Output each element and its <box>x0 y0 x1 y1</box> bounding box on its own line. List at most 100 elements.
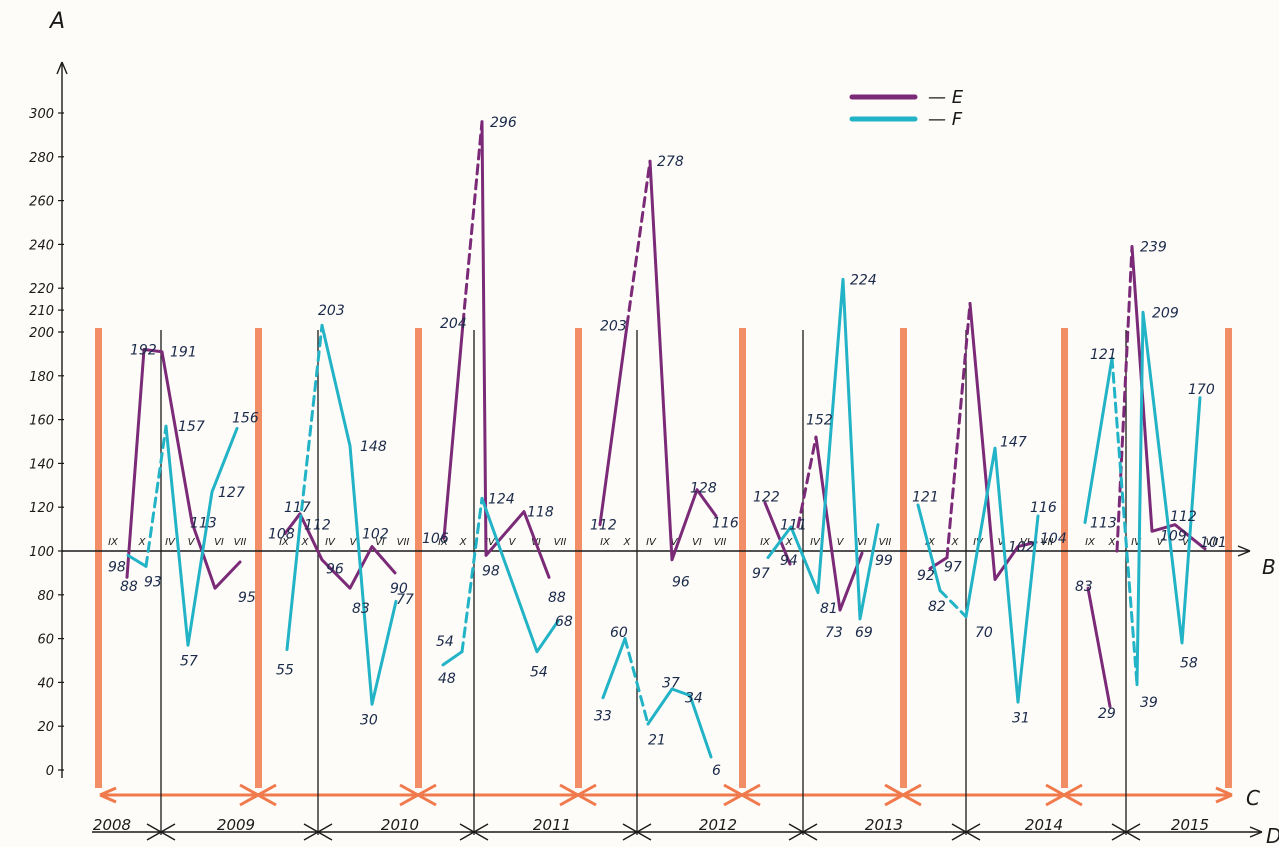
data-label-F: 37 <box>662 675 680 691</box>
data-label-E: 112 <box>1170 509 1197 525</box>
data-label-F: 124 <box>488 491 515 507</box>
data-label-F: 54 <box>530 664 548 680</box>
year-label: 2008 <box>93 816 131 834</box>
y-tick-label: 300 <box>29 107 54 122</box>
data-label-F: 70 <box>975 625 993 641</box>
c-axis-letter: C <box>1246 786 1260 810</box>
y-tick-label: 220 <box>29 282 54 297</box>
month-label: VI <box>375 537 385 548</box>
series-E-dashed-segment <box>945 302 972 560</box>
c-axis-arrows <box>99 786 1233 804</box>
d-axis-cross <box>459 823 489 841</box>
month-label: V <box>1157 537 1165 548</box>
season-band <box>739 328 746 788</box>
data-label-E: 113 <box>1090 516 1117 532</box>
data-label-E: 83 <box>352 601 370 617</box>
data-label-F: 77 <box>396 592 414 608</box>
c-axis-cross <box>723 783 761 807</box>
c-axis-cross <box>884 783 922 807</box>
y-tick-label: 260 <box>29 195 54 210</box>
series-E-segment <box>480 120 551 579</box>
series-F-segment <box>916 503 942 592</box>
season-band <box>900 328 907 788</box>
series-F-dashed-segment <box>298 323 324 527</box>
axes-layer: A B CD 0 20 40 60 80 100 120 140 160 180 200 210 220 240… <box>29 9 1279 847</box>
y-tick-label: 240 <box>29 238 54 253</box>
data-label-E: 128 <box>690 480 717 496</box>
data-label-F: 82 <box>928 599 946 615</box>
series-E-dashed-segment <box>796 435 818 529</box>
y-tick-label: 160 <box>29 414 54 429</box>
y-axis-letter: A <box>48 9 65 34</box>
season-band <box>575 328 582 788</box>
legend: — E— F <box>849 87 964 130</box>
data-label-F: 31 <box>1012 710 1030 726</box>
month-label: X <box>459 537 468 548</box>
data-label-F: 156 <box>232 410 259 426</box>
year-label: 2010 <box>381 816 419 834</box>
month-label: VI <box>214 537 224 548</box>
series-F-segment <box>1135 310 1202 687</box>
month-label: VI <box>692 537 702 548</box>
y-tick-label: 100 <box>29 545 54 560</box>
season-band <box>95 328 102 788</box>
year-label: 2014 <box>1025 816 1063 834</box>
y-tick-label: 180 <box>29 370 54 385</box>
series-F-dashed-segment <box>144 424 168 568</box>
d-axis-cross <box>1111 823 1141 841</box>
data-label-E: 111 <box>780 518 807 534</box>
data-label-F: 209 <box>1152 305 1179 321</box>
d-axis-cross <box>303 823 333 841</box>
season-band <box>415 328 422 788</box>
month-label: VII <box>234 537 247 548</box>
month-label: IX <box>1085 537 1096 548</box>
c-axis-cross <box>559 783 597 807</box>
data-label-E: 99 <box>875 553 893 569</box>
data-label-E: 83 <box>1075 579 1093 595</box>
year-label: 2015 <box>1171 816 1209 834</box>
data-label-E: 113 <box>190 516 217 532</box>
series-E-segment <box>598 323 629 527</box>
month-label: IV <box>485 537 496 548</box>
month-label: VI <box>857 537 867 548</box>
month-label: VI <box>1182 537 1192 548</box>
month-label: X <box>951 537 960 548</box>
series-F-segment <box>285 523 302 651</box>
data-label-F: 81 <box>820 601 838 617</box>
month-label: IX <box>600 537 611 548</box>
series-layer <box>125 120 1207 759</box>
year-label: 2009 <box>217 816 255 834</box>
data-label-E: 117 <box>284 500 311 516</box>
data-label-F: 121 <box>1090 347 1117 363</box>
data-label-F: 127 <box>218 485 245 501</box>
data-label-F: 68 <box>555 614 573 630</box>
season-band <box>1225 328 1232 788</box>
month-label: VII <box>714 537 727 548</box>
series-F-segment <box>320 323 398 706</box>
data-label-E: 95 <box>238 590 256 606</box>
month-label: V <box>188 537 196 548</box>
series-E-segment <box>763 501 792 566</box>
data-label-F: 39 <box>1140 695 1158 711</box>
data-label-E: 204 <box>440 316 467 332</box>
series-F-segment <box>480 496 560 654</box>
d-axis-letter: D <box>1266 824 1279 843</box>
legend-label-E: — E <box>928 87 964 108</box>
month-label: VII <box>397 537 410 548</box>
y-tick-label: 60 <box>37 633 54 648</box>
data-label-F: 93 <box>144 575 162 591</box>
series-F-dashed-segment <box>938 588 968 619</box>
c-axis-cross <box>239 783 277 807</box>
y-tick-label: 120 <box>29 501 54 516</box>
data-label-F: 148 <box>360 439 387 455</box>
data-label-F: 34 <box>685 691 703 707</box>
y-tick-label: 280 <box>29 151 54 166</box>
series-E-segment <box>814 435 864 612</box>
series-F-dashed-segment <box>460 496 484 654</box>
y-tick-label: 210 <box>29 304 54 319</box>
y-tick-label: 80 <box>37 589 54 604</box>
month-label: IV <box>810 537 821 548</box>
series-E-segment <box>283 512 397 590</box>
